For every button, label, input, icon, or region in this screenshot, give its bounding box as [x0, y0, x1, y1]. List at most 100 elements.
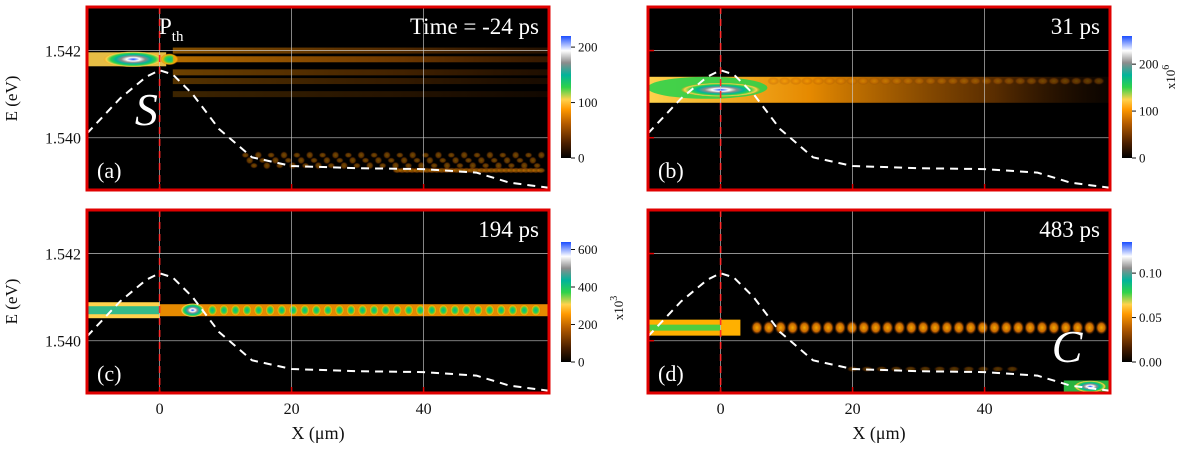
y-axis-label: E (eV)	[2, 76, 21, 122]
emission-spot	[490, 157, 499, 164]
colorbar-multiplier: x103	[609, 296, 626, 321]
emission-spot	[902, 77, 915, 86]
collector-letter: C	[1052, 321, 1084, 372]
heatmap	[87, 210, 549, 393]
emission-spot	[823, 77, 836, 86]
emission-spot	[241, 152, 250, 159]
emission-spot	[798, 320, 811, 335]
emission-spot	[485, 151, 494, 160]
emission-spot	[822, 320, 835, 335]
condensate-hotspot	[180, 303, 205, 318]
emission-spot	[1036, 77, 1049, 86]
emission-spot	[801, 77, 814, 86]
x-tick-label: 0	[156, 401, 164, 418]
emission-spot	[370, 152, 379, 159]
emission-spot	[946, 77, 959, 86]
colorbar-multiplier-exp: 6	[1161, 65, 1172, 70]
trapped-hotspot	[1074, 380, 1107, 393]
emission-spot	[940, 320, 953, 335]
heatmap	[648, 210, 1110, 393]
emission-spot	[962, 366, 975, 373]
emission-spot	[426, 304, 437, 317]
y-axis-label: E (eV)	[2, 279, 21, 325]
emission-spot	[857, 77, 870, 86]
colorbar-tick-label: 400	[578, 280, 598, 295]
emission-spot	[507, 304, 518, 317]
emission-spot	[778, 77, 791, 86]
emission-spot	[976, 320, 989, 335]
emission-spot	[305, 151, 314, 160]
colorbar-tick-label: 0	[578, 355, 585, 370]
emission-spot	[249, 162, 258, 169]
y-tick-label: 1.542	[45, 247, 81, 264]
colorbar-tick-label: 200	[1139, 57, 1159, 72]
emission-spot	[890, 77, 903, 86]
emission-spot	[1047, 77, 1060, 86]
time-label: Time = -24 ps	[410, 14, 539, 39]
emission-spot	[473, 304, 484, 317]
emission-spot	[271, 156, 280, 165]
emission-spot	[533, 162, 542, 169]
plot-background	[648, 210, 1110, 393]
emission-spot	[310, 157, 319, 164]
x-tick-label: 40	[416, 401, 432, 418]
x-axis-label: X (μm)	[291, 423, 344, 444]
emission-spot	[929, 320, 942, 335]
colorbar-tick-label: 0.05	[1139, 310, 1162, 325]
colorbar-tick-label: 100	[1139, 104, 1159, 119]
emission-spot	[810, 320, 823, 335]
colorbar-multiplier: x106	[1161, 65, 1178, 90]
emission-spot	[834, 320, 847, 335]
emission-spot	[913, 77, 926, 86]
emission-spot	[322, 304, 333, 317]
emission-spot	[519, 304, 530, 317]
emission-spot	[524, 152, 533, 159]
emission-spot	[380, 304, 391, 317]
emission-spot	[881, 320, 894, 335]
emission-spot	[404, 162, 413, 169]
colorbar-tick-label: 200	[578, 40, 598, 55]
emission-spot	[834, 77, 847, 86]
emission-spot	[267, 152, 276, 159]
emission-spot	[387, 157, 396, 164]
plot-frame	[646, 208, 1112, 395]
emission-spot	[935, 77, 948, 86]
emission-spot	[789, 77, 802, 86]
emission-spot	[392, 304, 403, 317]
time-label: 483 ps	[1039, 217, 1100, 242]
colorbar-gradient	[561, 242, 571, 362]
emission-spot	[857, 320, 870, 335]
colorbar-tick-label: 100	[578, 95, 598, 110]
emission-spot	[344, 152, 353, 159]
emission-spot	[346, 304, 356, 317]
plot-frame	[85, 5, 551, 192]
emission-spot	[425, 156, 434, 165]
emission-spot	[403, 304, 414, 317]
emission-spot	[460, 151, 469, 160]
emission-spot	[253, 304, 264, 317]
emission-spot	[413, 157, 421, 164]
emission-spot	[812, 77, 825, 86]
emission-spot	[374, 156, 383, 165]
panel-label: (a)	[97, 158, 121, 183]
emission-spot	[335, 157, 344, 164]
emission-spot	[408, 151, 417, 160]
emission-spot	[318, 152, 327, 159]
emission-spot	[1095, 320, 1108, 335]
emission-spot	[530, 304, 541, 317]
colorbar-multiplier-exp: 3	[609, 296, 620, 301]
emission-spot	[280, 151, 289, 160]
emission-spot	[774, 320, 787, 335]
emission-spot	[980, 77, 993, 86]
x-tick-label: 20	[845, 401, 861, 418]
emission-spot	[964, 320, 977, 335]
emission-spot	[1012, 320, 1025, 335]
condensate-core	[648, 324, 721, 331]
emission-spot	[958, 77, 971, 86]
threshold-subscript: th	[172, 29, 184, 45]
condensate-core	[87, 306, 160, 315]
colorbar-tick-label: 0	[578, 151, 585, 166]
emission-band	[172, 91, 549, 98]
emission-spot	[322, 156, 331, 165]
